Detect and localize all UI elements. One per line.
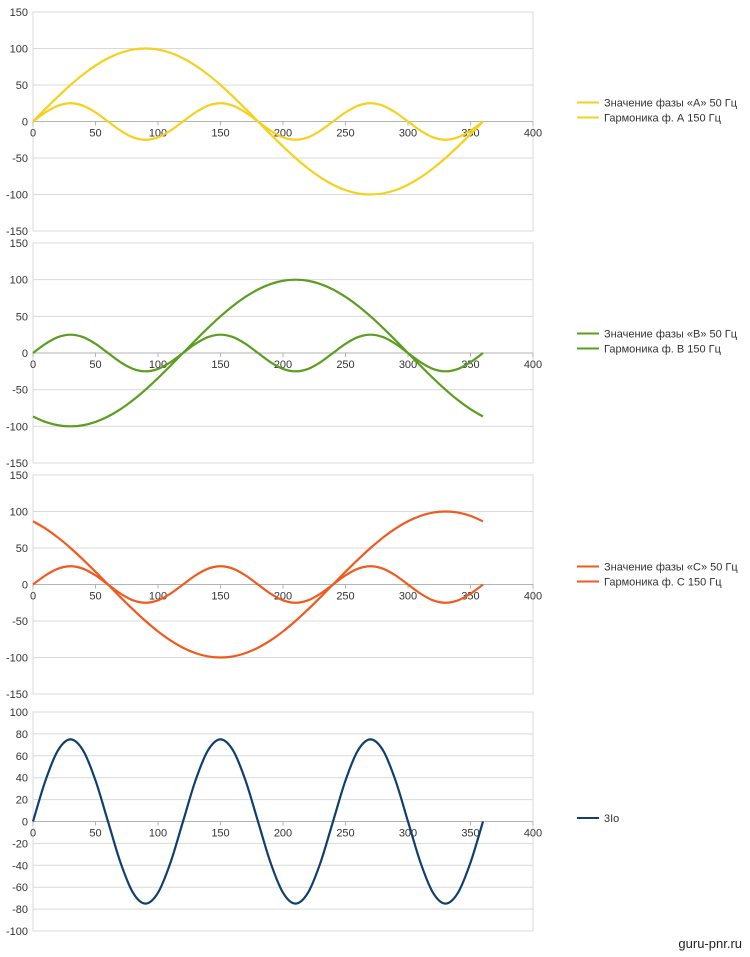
legend-label: Гармоника ф. А 150 Гц	[604, 113, 722, 125]
x-tick-label: 400	[524, 591, 542, 603]
series-line-4-1	[31, 738, 485, 905]
y-tick-label: 100	[10, 44, 28, 56]
x-tick-label: 350	[461, 828, 479, 840]
legend-label: Гармоника ф. В 150 Гц	[604, 344, 722, 356]
y-tick-label: 0	[22, 117, 28, 129]
legend-label: Значение фазы «А» 50 Гц	[604, 98, 738, 110]
chart-3: 150 100 50 0 -50 -100 -150 0 50 100 150 200 250 300 35…	[6, 470, 738, 701]
y-tick-label: 100	[10, 707, 28, 719]
y-tick-label: 40	[16, 773, 28, 785]
y-tick-label: 150	[10, 470, 28, 482]
legend-label: Значение фазы «С» 50 Гц	[604, 562, 738, 574]
x-tick-label: 100	[149, 128, 167, 140]
x-tick-label: 50	[89, 828, 101, 840]
y-tick-label: 60	[16, 751, 28, 763]
y-tick-label: -40	[12, 860, 28, 872]
x-tick-label: 250	[336, 128, 354, 140]
x-tick-label: 300	[399, 828, 417, 840]
x-tick-label: 350	[461, 591, 479, 603]
x-tick-label: 200	[274, 128, 292, 140]
y-tick-label: 0	[22, 817, 28, 829]
x-tick-label: 100	[149, 591, 167, 603]
y-tick-label: -80	[12, 904, 28, 916]
x-tick-label: 350	[461, 359, 479, 371]
x-tick-label: 0	[30, 359, 36, 371]
y-tick-label: -50	[12, 153, 28, 165]
x-tick-label: 400	[524, 359, 542, 371]
x-tick-label: 0	[30, 128, 36, 140]
y-tick-label: 20	[16, 795, 28, 807]
x-tick-label: 50	[89, 359, 101, 371]
y-tick-label: -60	[12, 882, 28, 894]
y-tick-label: 50	[16, 80, 28, 92]
x-tick-label: 300	[399, 591, 417, 603]
x-tick-label: 100	[149, 828, 167, 840]
x-tick-label: 250	[336, 591, 354, 603]
y-tick-label: -100	[6, 190, 28, 202]
x-tick-label: 50	[89, 128, 101, 140]
legend-label: Значение фазы «В» 50 Гц	[604, 329, 738, 341]
legend-label: Гармоника ф. С 150 Гц	[604, 577, 722, 589]
y-tick-label: -50	[12, 385, 28, 397]
y-tick-label: 150	[10, 238, 28, 250]
y-tick-label: -100	[6, 926, 28, 938]
legend-label: 3Io	[604, 813, 619, 825]
y-tick-label: 150	[10, 7, 28, 19]
series-line-3-2	[32, 565, 484, 604]
y-tick-label: 100	[10, 275, 28, 287]
y-tick-label: 50	[16, 543, 28, 555]
x-tick-label: 400	[524, 128, 542, 140]
watermark: guru-pnr.ru	[678, 936, 742, 951]
x-tick-label: 250	[336, 359, 354, 371]
x-tick-label: 150	[211, 128, 229, 140]
y-tick-label: 50	[16, 311, 28, 323]
x-tick-label: 150	[211, 591, 229, 603]
x-tick-label: 300	[399, 128, 417, 140]
y-tick-label: -50	[12, 616, 28, 628]
x-tick-label: 150	[211, 359, 229, 371]
x-tick-label: 0	[30, 828, 36, 840]
y-tick-label: -150	[6, 458, 28, 470]
x-tick-label: 250	[336, 828, 354, 840]
y-tick-label: -150	[6, 689, 28, 701]
y-tick-label: -100	[6, 653, 28, 665]
y-tick-label: 0	[22, 580, 28, 592]
x-tick-label: 200	[274, 591, 292, 603]
x-tick-label: 200	[274, 828, 292, 840]
y-tick-label: 0	[22, 348, 28, 360]
y-tick-label: 80	[16, 729, 28, 741]
x-tick-label: 150	[211, 828, 229, 840]
x-tick-label: 400	[524, 828, 542, 840]
series-line-1-2	[32, 102, 484, 141]
y-tick-label: -150	[6, 226, 28, 238]
series-line-2-2	[32, 333, 484, 373]
x-tick-label: 300	[399, 359, 417, 371]
y-tick-label: 100	[10, 507, 28, 519]
y-tick-label: -100	[6, 421, 28, 433]
x-tick-label: 50	[89, 591, 101, 603]
x-tick-label: 0	[30, 591, 36, 603]
y-tick-label: -20	[12, 838, 28, 850]
